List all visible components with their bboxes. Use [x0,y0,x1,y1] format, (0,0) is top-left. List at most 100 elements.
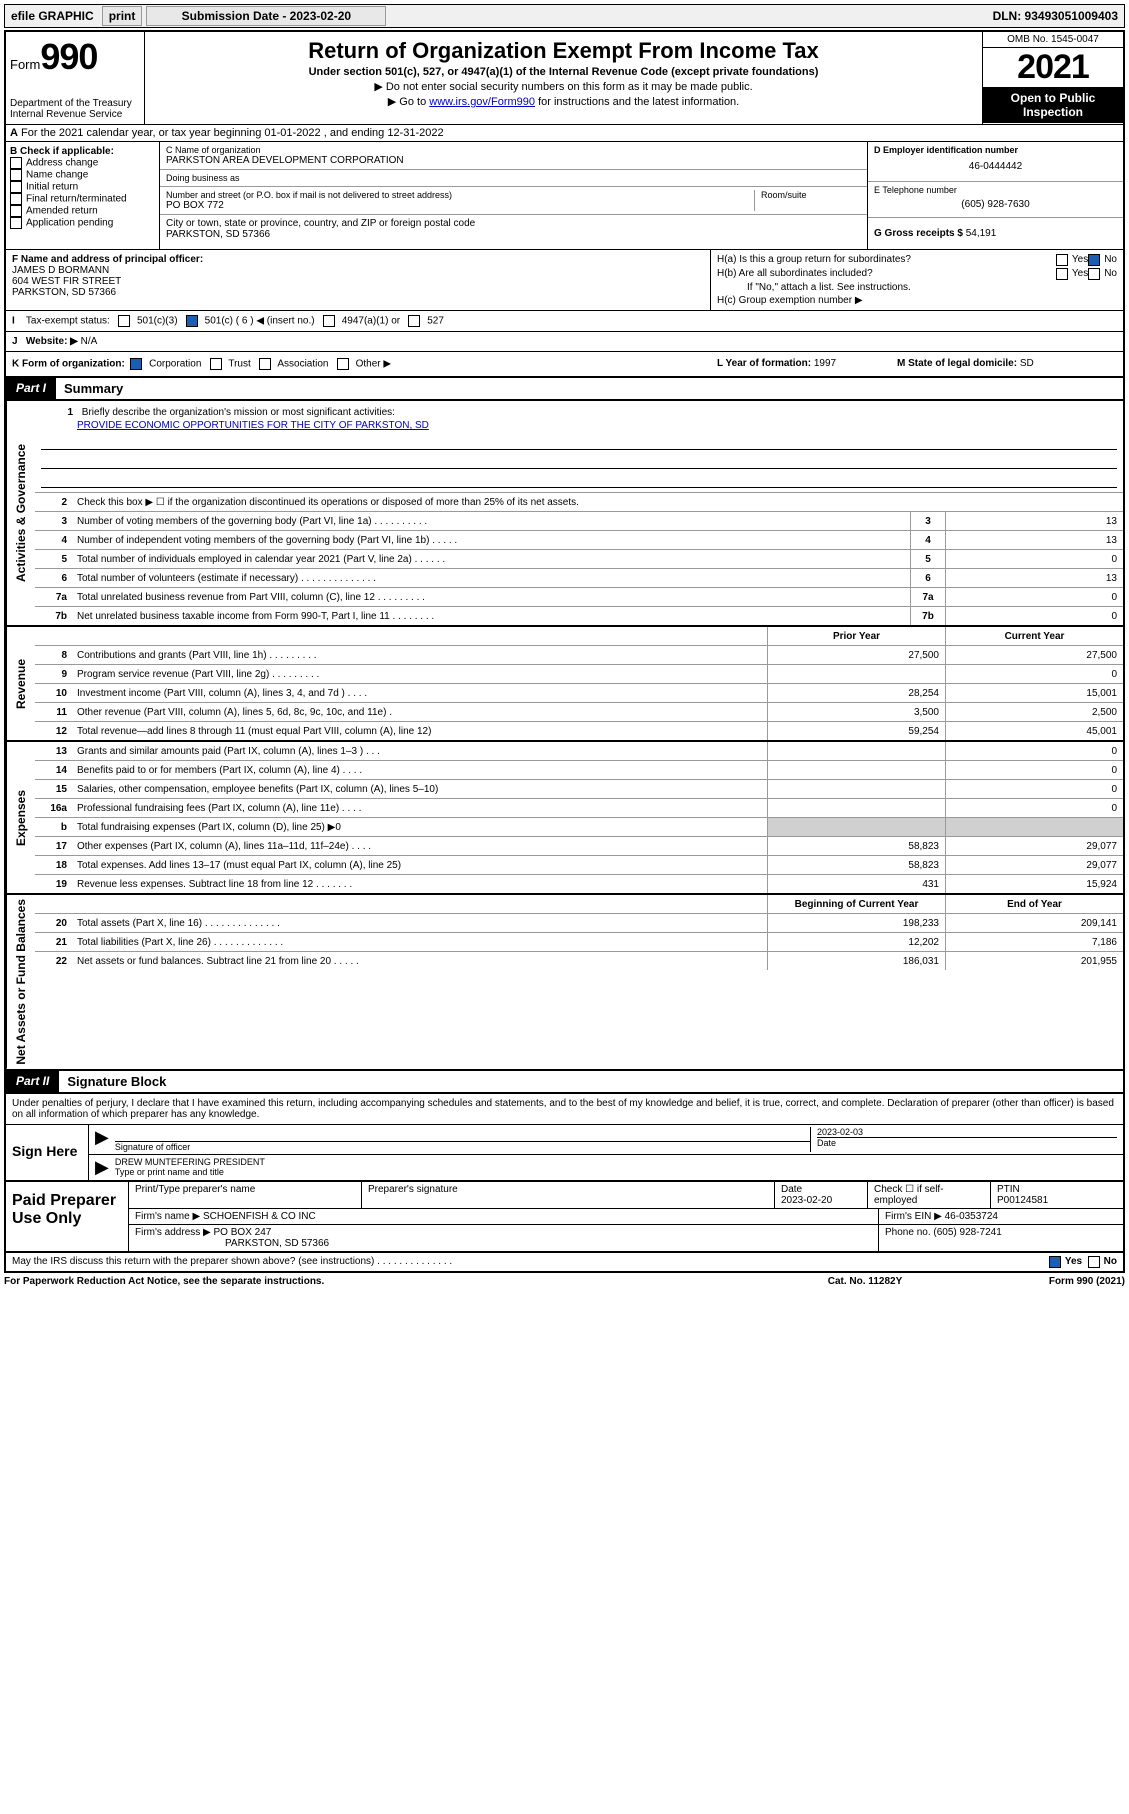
c-checkbox[interactable] [186,315,198,327]
officer-name: JAMES D BORMANN [12,265,109,276]
line-box: 6 [910,569,945,587]
sig-date-label: Date [817,1138,836,1148]
line-desc: Total fundraising expenses (Part IX, col… [73,820,767,835]
prep-row-1: Print/Type preparer's name Preparer's si… [129,1182,1123,1209]
revenue-body: Prior Year Current Year 8Contributions a… [35,627,1123,740]
preparer-right: Print/Type preparer's name Preparer's si… [129,1182,1123,1251]
netassets-section: Net Assets or Fund Balances Beginning of… [4,895,1125,1071]
discuss-yes-checkbox[interactable] [1049,1256,1061,1268]
current-value: 201,955 [945,952,1123,970]
discuss-no-checkbox[interactable] [1088,1256,1100,1268]
netassets-vlabel: Net Assets or Fund Balances [6,895,35,1069]
arrow-icon: ▶ [95,1157,115,1178]
table-row: 14Benefits paid to or for members (Part … [35,761,1123,780]
line-box: 7b [910,607,945,625]
form-label: Form [10,57,40,72]
current-value: 209,141 [945,914,1123,932]
checkbox[interactable] [10,169,22,181]
line-value: 13 [945,569,1123,587]
prior-value: 12,202 [767,933,945,951]
prior-value [767,799,945,817]
current-value: 0 [945,665,1123,683]
section-b-header: B Check if applicable: [10,146,155,157]
ha-label: H(a) Is this a group return for subordin… [717,254,1056,266]
label: Date [781,1184,802,1195]
firm-addr1: PO BOX 247 [214,1227,272,1238]
print-button[interactable]: print [102,6,143,26]
line-num: 11 [35,705,73,720]
part1-title: Summary [56,378,131,399]
table-row: 8Contributions and grants (Part VIII, li… [35,646,1123,665]
submission-date-button[interactable]: Submission Date - 2023-02-20 [146,6,386,26]
form-number-box: Form990 Department of the Treasury Inter… [6,32,145,124]
hb-yes-checkbox[interactable] [1056,268,1068,280]
hb-no-checkbox[interactable] [1088,268,1100,280]
line-desc: Number of voting members of the governin… [73,514,910,529]
line-num: 22 [35,954,73,969]
j-label: Website: ▶ [26,336,78,347]
527-label: 527 [427,316,444,327]
hb-note: If "No," attach a list. See instructions… [717,282,1117,293]
section-i-right [711,311,1123,331]
ha-no-checkbox[interactable] [1088,254,1100,266]
m-value: SD [1020,358,1034,369]
c3-label: 501(c)(3) [137,316,178,327]
paperwork-notice: For Paperwork Reduction Act Notice, see … [4,1276,765,1287]
checkbox[interactable] [10,181,22,193]
prep-row-3: Firm's address ▶ PO BOX 247PARKSTON, SD … [129,1225,1123,1251]
table-row: 9Program service revenue (Part VIII, lin… [35,665,1123,684]
prep-date: 2023-02-20 [781,1195,832,1206]
city-value: PARKSTON, SD 57366 [166,229,861,240]
line-box: 7a [910,588,945,606]
note-ssn: ▶ Do not enter social security numbers o… [153,80,974,93]
l-value: 1997 [814,358,836,369]
dba-cell: Doing business as [160,170,867,187]
prior-value: 3,500 [767,703,945,721]
c3-checkbox[interactable] [118,315,130,327]
checkbox[interactable] [10,193,22,205]
inspection-badge: Open to Public Inspection [983,87,1123,123]
corp-checkbox[interactable] [130,358,142,370]
sig-date-line [817,1137,1117,1138]
ein-hdr: D Employer identification number [874,145,1117,155]
a1-checkbox[interactable] [323,315,335,327]
governance-section: Activities & Governance 1 Briefly descri… [4,401,1125,627]
line-num: 18 [35,858,73,873]
efile-label: efile GRAPHIC [7,9,98,23]
blank [35,902,73,906]
other-checkbox[interactable] [337,358,349,370]
line-desc: Total number of volunteers (estimate if … [73,571,910,586]
line-value: 0 [945,607,1123,625]
section-b-item: Application pending [10,217,155,229]
room-hdr: Room/suite [761,190,861,200]
ln-num: 2 [35,495,73,510]
prior-value: 58,823 [767,856,945,874]
assoc-checkbox[interactable] [259,358,271,370]
sig-line [115,1141,810,1142]
i-label: Tax-exempt status: [26,316,110,327]
ha-yes-checkbox[interactable] [1056,254,1068,266]
527-checkbox[interactable] [408,315,420,327]
org-name-hdr: C Name of organization [166,145,861,155]
ha-yes: Yes [1072,254,1088,266]
checkbox[interactable] [10,217,22,229]
irs-link[interactable]: www.irs.gov/Form990 [429,96,535,108]
topbar: efile GRAPHIC print Submission Date - 20… [4,4,1125,28]
checkbox[interactable] [10,157,22,169]
note-link: ▶ Go to www.irs.gov/Form990 for instruct… [153,95,974,108]
checkbox[interactable] [10,205,22,217]
q1: Briefly describe the organization's miss… [82,407,395,418]
part1-tag: Part I [6,378,56,399]
year-header-row: Prior Year Current Year [35,627,1123,646]
line-num: 14 [35,763,73,778]
current-value: 0 [945,742,1123,760]
firm-phone-cell: Phone no. (605) 928-7241 [879,1225,1123,1251]
current-value: 2,500 [945,703,1123,721]
current-value: 7,186 [945,933,1123,951]
line-desc: Net assets or fund balances. Subtract li… [73,954,767,969]
cat-number: Cat. No. 11282Y [765,1276,965,1287]
title-box: Return of Organization Exempt From Incom… [145,32,982,124]
table-row: 3Number of voting members of the governi… [35,512,1123,531]
section-h: H(a) Is this a group return for subordin… [710,250,1123,310]
trust-checkbox[interactable] [210,358,222,370]
